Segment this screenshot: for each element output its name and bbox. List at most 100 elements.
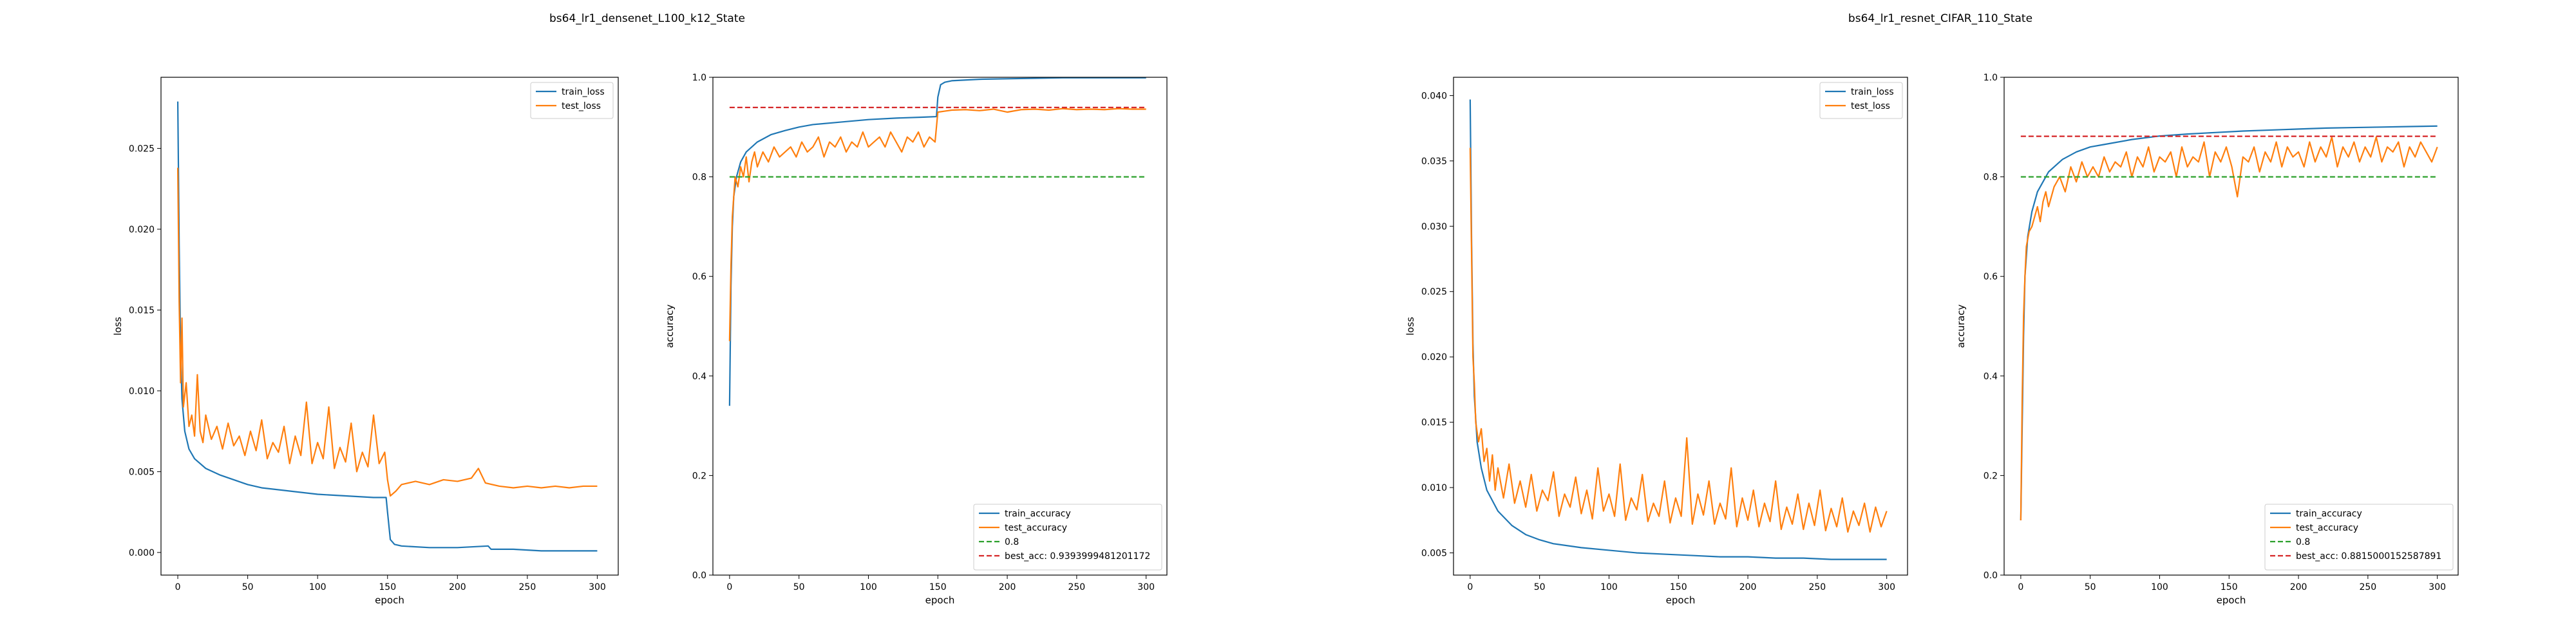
legend-entry: test_accuracy (1005, 523, 1067, 533)
x-tick-label: 250 (1808, 582, 1826, 592)
x-tick-label: 0 (726, 582, 732, 592)
x-tick-label: 0 (175, 582, 181, 592)
x-tick-label: 300 (1878, 582, 1895, 592)
series-line-0 (728, 77, 1146, 406)
y-tick-label: 0.0 (692, 571, 706, 581)
y-tick-label: 0.8 (1984, 173, 1998, 183)
x-tick-label: 100 (1600, 582, 1618, 592)
y-tick-label: 0.030 (1421, 222, 1447, 232)
y-tick-label: 0.010 (129, 386, 155, 397)
legend-entry: train_accuracy (1005, 509, 1071, 519)
legend-entry: best_acc: 0.8815000152587891 (2296, 551, 2441, 562)
series-line-1 (728, 108, 1146, 341)
x-tick-label: 250 (519, 582, 536, 592)
legend: train_loss test_loss (530, 82, 614, 119)
x-tick-label: 0 (1467, 582, 1473, 592)
y-tick-label: 0.6 (1984, 272, 1998, 282)
series-line-1 (1469, 147, 1888, 533)
legend-box (2264, 504, 2454, 571)
y-axis-label: loss (1405, 317, 1416, 336)
axes-frame (160, 77, 619, 576)
y-axis-label: loss (112, 317, 124, 336)
legend-entry: train_loss (1851, 87, 1894, 97)
y-tick-label: 0.000 (129, 548, 155, 558)
charts-layer: 0 50 100 150 200 250 3000.0000.0050.0100.0150.… (112, 73, 2459, 606)
y-tick-label: 0.005 (129, 467, 155, 477)
y-tick-label: 0.040 (1421, 91, 1447, 101)
chart-3: 0 50 100 150 200 250 300 0.0 0.2 0.4 0.6 0.8 1.0 epoc… (1955, 73, 2459, 606)
y-tick-label: 1.0 (692, 73, 706, 83)
legend-entry: test_accuracy (2296, 523, 2358, 533)
figure-title-densenet: bs64_lr1_densenet_L100_k12_State (549, 12, 745, 25)
chart-0: 0 50 100 150 200 250 300 0.000 0.005 0.010 0.015 0.… (112, 77, 619, 606)
x-tick-label: 200 (2290, 582, 2307, 592)
legend: train_accuracy test_accuracy 0.8 best_acc: … (973, 504, 1162, 571)
y-tick-label: 0.8 (692, 173, 706, 183)
legend-entry: test_loss (562, 101, 601, 111)
legend-entry: test_loss (1851, 101, 1890, 111)
x-tick-label: 150 (929, 582, 947, 592)
legend-entry: best_acc: 0.9393999481201172 (1005, 551, 1150, 562)
x-axis-label: epoch (2217, 594, 2246, 606)
y-tick-label: 0.015 (129, 305, 155, 316)
y-tick-label: 0.6 (692, 272, 706, 282)
axes-frame (712, 77, 1168, 576)
x-axis-label: epoch (1666, 594, 1696, 606)
y-tick-label: 0.0 (1984, 571, 1998, 581)
y-tick-label: 0.2 (692, 471, 706, 481)
x-tick-label: 100 (2151, 582, 2168, 592)
chart-2: 0 50 100 150 200 250 300 0.005 0.010 0.015 0.020 0.… (1405, 77, 1908, 606)
legend-entry: train_accuracy (2296, 509, 2362, 519)
axes-frame (2003, 77, 2459, 576)
figure-title-resnet: bs64_lr1_resnet_CIFAR_110_State (1848, 12, 2032, 25)
x-tick-label: 100 (860, 582, 877, 592)
y-tick-label: 0.020 (1421, 352, 1447, 363)
series-line-0 (1469, 99, 1887, 560)
legend-entry: train_loss (562, 87, 605, 97)
x-tick-label: 50 (793, 582, 805, 592)
x-tick-label: 200 (999, 582, 1016, 592)
x-tick-label: 200 (449, 582, 466, 592)
x-tick-label: 50 (242, 582, 254, 592)
y-tick-label: 0.005 (1421, 549, 1447, 559)
y-tick-label: 0.010 (1421, 483, 1447, 493)
y-axis-label: accuracy (664, 305, 676, 348)
y-axis-label: accuracy (1955, 305, 1967, 348)
y-tick-label: 0.4 (692, 372, 706, 382)
y-tick-label: 0.035 (1421, 156, 1447, 167)
x-tick-label: 150 (379, 582, 396, 592)
x-tick-label: 300 (2429, 582, 2446, 592)
legend: train_loss test_loss (1819, 82, 1903, 119)
x-axis-label: epoch (925, 594, 955, 606)
x-tick-label: 50 (1534, 582, 1546, 592)
x-tick-label: 300 (589, 582, 606, 592)
chart-1: 0 50 100 150 200 250 300 0.0 0.2 0.4 0.6 0.8 1.0 epoc… (664, 73, 1168, 606)
axes-frame (1453, 77, 1908, 576)
x-tick-label: 250 (1068, 582, 1085, 592)
x-tick-label: 100 (309, 582, 327, 592)
x-tick-label: 300 (1137, 582, 1155, 592)
series-line-0 (176, 101, 598, 552)
y-tick-label: 1.0 (1984, 73, 1998, 83)
legend-box (973, 504, 1162, 571)
legend-entry: 0.8 (1005, 537, 1019, 547)
y-tick-label: 0.020 (129, 225, 155, 235)
series-line-0 (2020, 125, 2438, 520)
x-axis-label: epoch (375, 594, 404, 606)
series-line-1 (2020, 136, 2438, 520)
y-tick-label: 0.2 (1984, 471, 1998, 481)
legend-entry: 0.8 (2296, 537, 2310, 547)
series-line-1 (176, 167, 598, 497)
x-tick-label: 150 (1670, 582, 1687, 592)
x-tick-label: 50 (2085, 582, 2096, 592)
y-tick-label: 0.025 (1421, 287, 1447, 298)
y-tick-label: 0.025 (129, 144, 155, 154)
x-tick-label: 250 (2359, 582, 2376, 592)
y-tick-label: 0.015 (1421, 418, 1447, 428)
legend: train_accuracy test_accuracy 0.8 best_acc: … (2264, 504, 2454, 571)
x-tick-label: 200 (1739, 582, 1757, 592)
x-tick-label: 0 (2018, 582, 2023, 592)
x-tick-label: 150 (2221, 582, 2238, 592)
y-tick-label: 0.4 (1984, 372, 1998, 382)
